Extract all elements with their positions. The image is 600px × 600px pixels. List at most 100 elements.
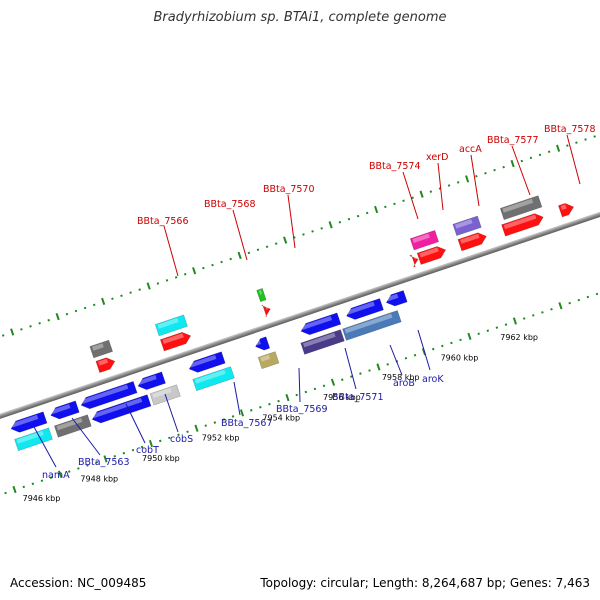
gene-arrow: [257, 351, 280, 370]
tick-mark: [247, 251, 251, 255]
tick-mark: [302, 233, 305, 236]
tick-mark: [568, 301, 571, 305]
tick-mark: [510, 159, 515, 168]
tick-mark: [429, 190, 433, 193]
gene-highlight: [386, 293, 399, 302]
tick-mark: [566, 144, 569, 147]
gene-label: BBta_7567: [221, 418, 273, 429]
tick-mark: [192, 267, 197, 275]
tick-mark: [359, 372, 362, 375]
scale-label: 7946 kbp: [23, 494, 61, 503]
gene-label: accA: [459, 144, 482, 155]
tick-mark: [541, 311, 544, 314]
gene-arrow: [260, 304, 271, 318]
tick-mark: [268, 402, 271, 406]
gene-arrow: [416, 246, 447, 265]
tick-mark: [4, 491, 7, 495]
tick-mark: [340, 378, 344, 381]
tick-mark: [158, 439, 162, 443]
tick-mark: [350, 375, 353, 378]
gene-leader-line: [125, 403, 146, 444]
gene-arrow: [385, 290, 408, 307]
gene-arrow: [53, 414, 92, 438]
tick-mark: [77, 467, 80, 470]
gene-highlight: [344, 313, 393, 334]
tick-mark: [556, 144, 561, 152]
gene-highlight: [412, 233, 430, 243]
gene-arrow: [558, 203, 575, 218]
tick-mark: [338, 220, 342, 224]
tick-mark: [49, 476, 53, 479]
gene-arrow: [501, 213, 544, 237]
gene-leader-line: [164, 393, 179, 433]
tick-mark: [86, 464, 89, 467]
tick-mark: [584, 138, 587, 141]
tick-mark: [68, 470, 71, 473]
gene-arrow: [300, 329, 345, 355]
tick-mark: [419, 190, 424, 198]
tick-mark: [486, 329, 490, 332]
tick-mark: [92, 303, 96, 307]
gene-leader-line: [417, 329, 431, 371]
scale-label: 7954 kbp: [262, 413, 300, 422]
scale-label: 7958 kbp: [382, 373, 420, 382]
tick-mark: [413, 353, 417, 357]
tick-mark: [120, 294, 123, 297]
tick-mark: [222, 418, 226, 421]
tick-mark: [384, 205, 387, 209]
tick-mark: [74, 309, 78, 313]
tick-mark: [493, 168, 496, 172]
gene-highlight: [16, 431, 44, 444]
tick-mark: [365, 211, 369, 215]
gene-leader-line: [298, 367, 301, 403]
gene-highlight: [301, 316, 333, 330]
tick-mark: [465, 175, 470, 183]
tick-mark: [447, 184, 451, 187]
tick-mark: [129, 291, 132, 294]
tick-mark: [55, 313, 60, 321]
gene-features: [10, 195, 575, 452]
tick-mark: [165, 279, 169, 282]
gene-label: aroB: [393, 378, 415, 389]
genome-backbone: [0, 183, 600, 444]
tick-mark: [213, 421, 217, 424]
tick-mark: [431, 347, 435, 351]
gene-leader-line: [33, 426, 57, 468]
tick-mark: [31, 482, 35, 486]
gene-arrow: [409, 229, 440, 251]
gene-arrow: [408, 254, 419, 268]
gene-highlight: [51, 404, 71, 415]
tick-mark: [322, 384, 326, 388]
gene-arrow: [192, 366, 235, 392]
gene-label: BBta_7571: [332, 392, 384, 403]
tick-mark: [111, 297, 114, 301]
tick-mark: [122, 451, 126, 455]
tick-mark: [575, 141, 578, 144]
gene-highlight: [194, 369, 226, 384]
tick-mark: [376, 363, 381, 371]
tick-mark: [57, 470, 63, 478]
gene-label: BBta_7566: [137, 216, 189, 227]
topology-summary: Topology: circular; Length: 8,264,687 bp…: [260, 576, 590, 590]
tick-mark: [459, 338, 462, 342]
tick-mark: [328, 221, 333, 229]
gene-label: BBta_7574: [369, 161, 421, 172]
tick-mark: [320, 227, 323, 230]
scale-label: 7948 kbp: [80, 475, 118, 484]
tick-mark: [103, 455, 108, 463]
gene-leader-line: [233, 381, 241, 416]
tick-mark: [532, 314, 535, 317]
upper-tick-row: [1, 135, 596, 337]
tick-mark: [183, 273, 187, 276]
tick-mark: [538, 153, 542, 157]
tick-mark: [477, 332, 480, 336]
gene-highlight: [502, 198, 534, 213]
gene-leader-line: [71, 417, 101, 456]
gene-arrow: [452, 215, 482, 237]
gene-label-layer: BBta_7566 BBta_7568 BBta_7570 BBta_7574 xerD…: [33, 124, 596, 481]
accession-text: Accession: NC_009485: [10, 576, 147, 590]
gene-arrow: [154, 314, 188, 337]
tick-mark: [404, 356, 408, 360]
gene-arrow: [256, 288, 267, 303]
